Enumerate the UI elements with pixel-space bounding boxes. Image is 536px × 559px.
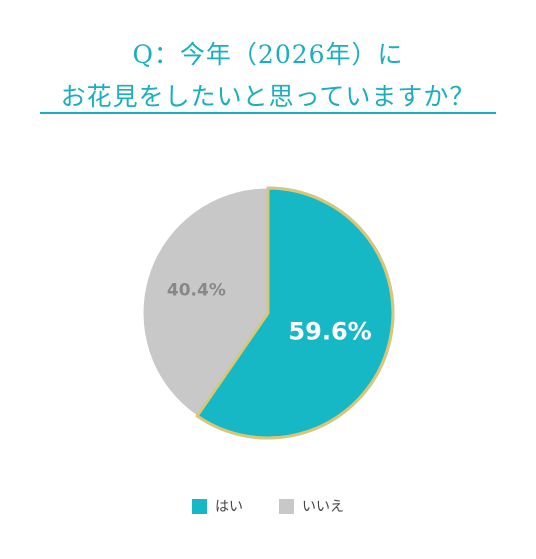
chart-title-line-1: Q：今年（2026年）に: [132, 40, 404, 69]
legend-label-no: いいえ: [302, 499, 344, 515]
legend: はい いいえ: [0, 496, 536, 516]
legend-swatch-no: [279, 498, 294, 514]
pie-label-yes: 59.6%: [288, 317, 371, 345]
pie-chart: 59.6% 40.4%: [142, 186, 395, 440]
legend-item-yes: はい: [192, 496, 243, 516]
title-underline: [40, 112, 496, 114]
chart-title: Q：今年（2026年）に お花見をしたいと思っていますか？: [0, 34, 536, 118]
pie-label-no: 40.4%: [167, 281, 226, 301]
legend-item-no: いいえ: [279, 496, 344, 516]
legend-label-yes: はい: [215, 499, 243, 515]
pie-slice-no: [142, 187, 269, 417]
legend-swatch-yes: [192, 498, 207, 514]
pie-slice-yes-border: [195, 186, 395, 440]
chart-title-line-2: お花見をしたいと思っていますか？: [60, 82, 476, 111]
